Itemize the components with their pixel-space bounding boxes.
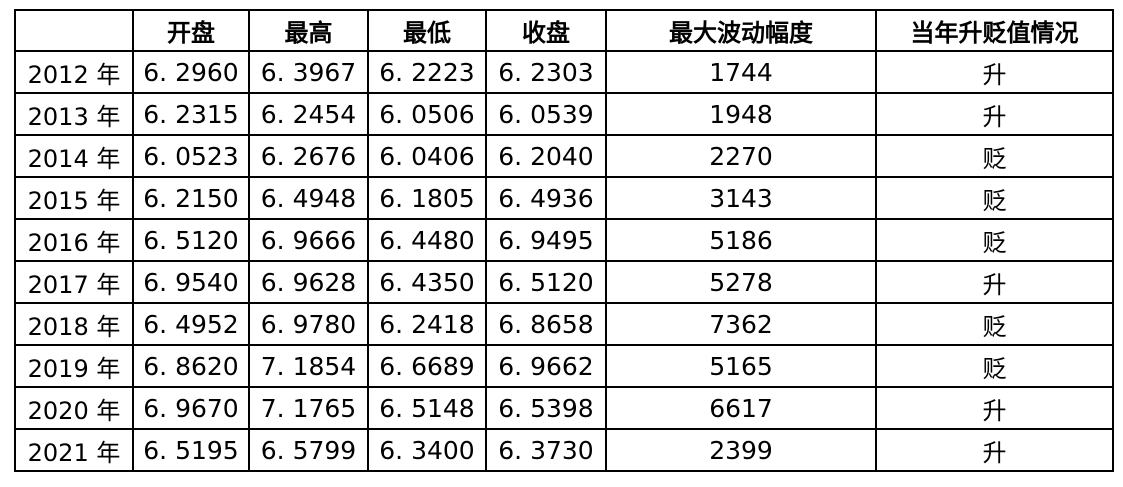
exchange-rate-table: 开盘 最高 最低 收盘 最大波动幅度 当年升贬值情况 2012 年 6. 296… (14, 9, 1114, 472)
close-cell: 6. 3730 (485, 428, 607, 472)
direction-cell: 贬 (875, 344, 1114, 388)
high-cell: 6. 9780 (248, 302, 369, 346)
year-cell: 2018 年 (14, 302, 134, 346)
close-cell: 6. 2040 (485, 134, 607, 178)
low-cell: 6. 0506 (367, 92, 487, 136)
close-cell: 6. 8658 (485, 302, 607, 346)
high-cell: 7. 1765 (248, 386, 369, 430)
high-cell: 6. 3967 (248, 50, 369, 94)
direction-cell: 贬 (875, 302, 1114, 346)
high-cell: 6. 4948 (248, 176, 369, 220)
low-cell: 6. 1805 (367, 176, 487, 220)
direction-cell: 贬 (875, 134, 1114, 178)
year-cell: 2020 年 (14, 386, 134, 430)
open-cell: 6. 2315 (132, 92, 250, 136)
open-cell: 6. 8620 (132, 344, 250, 388)
direction-cell: 贬 (875, 176, 1114, 220)
low-cell: 6. 4350 (367, 260, 487, 304)
table-row: 2014 年 6. 0523 6. 2676 6. 0406 6. 2040 2… (14, 134, 1114, 178)
range-cell: 3143 (605, 176, 877, 220)
direction-cell: 升 (875, 386, 1114, 430)
table-row: 2021 年 6. 5195 6. 5799 6. 3400 6. 3730 2… (14, 428, 1114, 472)
column-header-close: 收盘 (485, 9, 607, 52)
year-cell: 2012 年 (14, 50, 134, 94)
year-cell: 2013 年 (14, 92, 134, 136)
column-header-year (14, 9, 134, 52)
high-cell: 6. 9628 (248, 260, 369, 304)
open-cell: 6. 2150 (132, 176, 250, 220)
high-cell: 6. 5799 (248, 428, 369, 472)
close-cell: 6. 9495 (485, 218, 607, 262)
low-cell: 6. 6689 (367, 344, 487, 388)
column-header-low: 最低 (367, 9, 487, 52)
table-row: 2012 年 6. 2960 6. 3967 6. 2223 6. 2303 1… (14, 50, 1114, 94)
open-cell: 6. 2960 (132, 50, 250, 94)
high-cell: 6. 2454 (248, 92, 369, 136)
table-header-row: 开盘 最高 最低 收盘 最大波动幅度 当年升贬值情况 (14, 9, 1114, 52)
close-cell: 6. 5398 (485, 386, 607, 430)
table-row: 2019 年 6. 8620 7. 1854 6. 6689 6. 9662 5… (14, 344, 1114, 388)
open-cell: 6. 5120 (132, 218, 250, 262)
high-cell: 6. 9666 (248, 218, 369, 262)
year-cell: 2021 年 (14, 428, 134, 472)
close-cell: 6. 4936 (485, 176, 607, 220)
low-cell: 6. 2223 (367, 50, 487, 94)
close-cell: 6. 2303 (485, 50, 607, 94)
year-cell: 2014 年 (14, 134, 134, 178)
range-cell: 7362 (605, 302, 877, 346)
range-cell: 6617 (605, 386, 877, 430)
close-cell: 6. 5120 (485, 260, 607, 304)
column-header-range: 最大波动幅度 (605, 9, 877, 52)
year-cell: 2016 年 (14, 218, 134, 262)
direction-cell: 升 (875, 50, 1114, 94)
direction-cell: 升 (875, 260, 1114, 304)
direction-cell: 升 (875, 92, 1114, 136)
high-cell: 6. 2676 (248, 134, 369, 178)
open-cell: 6. 4952 (132, 302, 250, 346)
open-cell: 6. 9540 (132, 260, 250, 304)
range-cell: 1744 (605, 50, 877, 94)
low-cell: 6. 0406 (367, 134, 487, 178)
low-cell: 6. 4480 (367, 218, 487, 262)
column-header-high: 最高 (248, 9, 369, 52)
column-header-open: 开盘 (132, 9, 250, 52)
direction-cell: 贬 (875, 218, 1114, 262)
range-cell: 2399 (605, 428, 877, 472)
column-header-direction: 当年升贬值情况 (875, 9, 1114, 52)
year-cell: 2015 年 (14, 176, 134, 220)
open-cell: 6. 9670 (132, 386, 250, 430)
high-cell: 7. 1854 (248, 344, 369, 388)
table-row: 2015 年 6. 2150 6. 4948 6. 1805 6. 4936 3… (14, 176, 1114, 220)
range-cell: 2270 (605, 134, 877, 178)
range-cell: 5165 (605, 344, 877, 388)
direction-cell: 升 (875, 428, 1114, 472)
range-cell: 5278 (605, 260, 877, 304)
range-cell: 1948 (605, 92, 877, 136)
table-row: 2013 年 6. 2315 6. 2454 6. 0506 6. 0539 1… (14, 92, 1114, 136)
range-cell: 5186 (605, 218, 877, 262)
low-cell: 6. 3400 (367, 428, 487, 472)
close-cell: 6. 0539 (485, 92, 607, 136)
table-row: 2018 年 6. 4952 6. 9780 6. 2418 6. 8658 7… (14, 302, 1114, 346)
open-cell: 6. 5195 (132, 428, 250, 472)
year-cell: 2017 年 (14, 260, 134, 304)
year-cell: 2019 年 (14, 344, 134, 388)
close-cell: 6. 9662 (485, 344, 607, 388)
table-row: 2020 年 6. 9670 7. 1765 6. 5148 6. 5398 6… (14, 386, 1114, 430)
table-row: 2016 年 6. 5120 6. 9666 6. 4480 6. 9495 5… (14, 218, 1114, 262)
low-cell: 6. 2418 (367, 302, 487, 346)
open-cell: 6. 0523 (132, 134, 250, 178)
table-row: 2017 年 6. 9540 6. 9628 6. 4350 6. 5120 5… (14, 260, 1114, 304)
low-cell: 6. 5148 (367, 386, 487, 430)
